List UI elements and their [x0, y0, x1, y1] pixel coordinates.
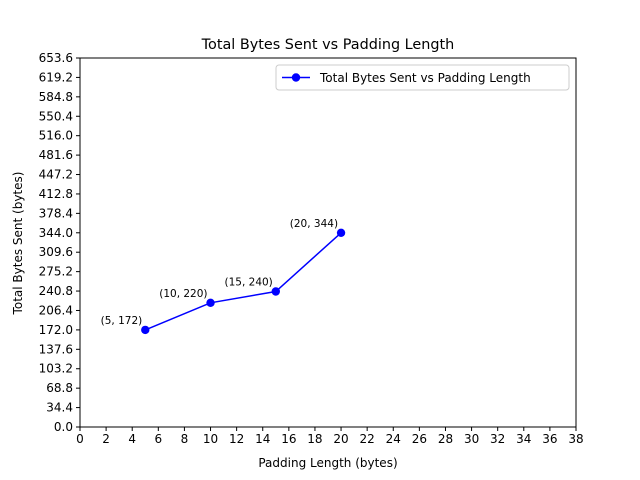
data-label: (5, 172) — [101, 315, 143, 327]
data-point — [336, 228, 346, 237]
legend-box — [275, 64, 570, 91]
x-tick-label: 12 — [229, 432, 244, 446]
plot-data: (5, 172) (10, 220) (15, 240) (20, 344) — [101, 218, 346, 335]
data-point — [141, 325, 150, 335]
y-tick-label: 172.0 — [39, 323, 73, 337]
x-tick-label: 0 — [76, 432, 84, 446]
y-tick-label: 447.2 — [39, 168, 73, 182]
y-tick-label: 619.2 — [39, 70, 73, 84]
y-tick-label: 240.8 — [39, 284, 73, 298]
x-tick-label: 6 — [154, 432, 162, 446]
x-tick-label: 26 — [412, 432, 427, 446]
y-tick-label: 378.4 — [39, 206, 73, 220]
x-tick-label: 14 — [255, 432, 270, 446]
x-tick-label: 36 — [542, 432, 557, 446]
data-label: (15, 240) — [225, 277, 273, 289]
x-tick-label: 18 — [307, 432, 322, 446]
x-tick-label: 22 — [360, 432, 375, 446]
data-label: (20, 344) — [290, 218, 338, 230]
y-tick-label: 34.4 — [46, 401, 73, 415]
y-tick-label: 653.6 — [39, 51, 73, 65]
y-tick-label: 68.8 — [46, 381, 73, 395]
chart-title: Total Bytes Sent vs Padding Length — [201, 37, 455, 53]
x-tick-label: 10 — [203, 432, 218, 446]
y-tick-label: 309.6 — [39, 245, 73, 259]
y-tick-label: 0.0 — [54, 420, 73, 434]
x-axis-title: Padding Length (bytes) — [258, 456, 397, 470]
x-tick-label: 30 — [464, 432, 479, 446]
x-tick-label: 24 — [386, 432, 401, 446]
x-tick-label: 8 — [181, 432, 189, 446]
series-line — [144, 232, 342, 331]
y-tick-label: 206.4 — [39, 303, 73, 317]
data-point — [271, 287, 280, 296]
y-tick-label: 516.0 — [39, 129, 73, 143]
legend-label: Total Bytes Sent vs Padding Length — [319, 71, 531, 85]
legend: Total Bytes Sent vs Padding Length — [275, 64, 570, 91]
y-axis-title: Total Bytes Sent (bytes) — [11, 172, 25, 316]
y-tick-label: 584.8 — [39, 90, 73, 104]
y-tick-label: 481.6 — [39, 148, 73, 162]
axes: 0 2 4 6 8 10 12 14 16 18 20 22 24 26 28 30 32 34 36 380.034… — [39, 51, 584, 446]
y-tick-label: 412.8 — [39, 187, 73, 201]
data-label: (10, 220) — [159, 288, 207, 300]
data-point — [206, 298, 215, 307]
y-tick-label: 275.2 — [39, 265, 73, 279]
x-tick-label: 34 — [516, 432, 531, 446]
y-tick-label: 103.2 — [39, 362, 73, 376]
x-tick-label: 28 — [438, 432, 453, 446]
x-tick-label: 4 — [128, 432, 136, 446]
y-tick-label: 344.0 — [39, 226, 73, 240]
y-tick-label: 137.6 — [39, 342, 73, 356]
x-tick-label: 20 — [333, 432, 348, 446]
x-tick-label: 38 — [568, 432, 583, 446]
x-tick-label: 2 — [102, 432, 110, 446]
x-tick-label: 32 — [490, 432, 505, 446]
y-tick-label: 550.4 — [39, 109, 73, 123]
legend-marker — [291, 73, 301, 82]
x-tick-label: 16 — [281, 432, 296, 446]
plot-frame — [79, 57, 577, 428]
